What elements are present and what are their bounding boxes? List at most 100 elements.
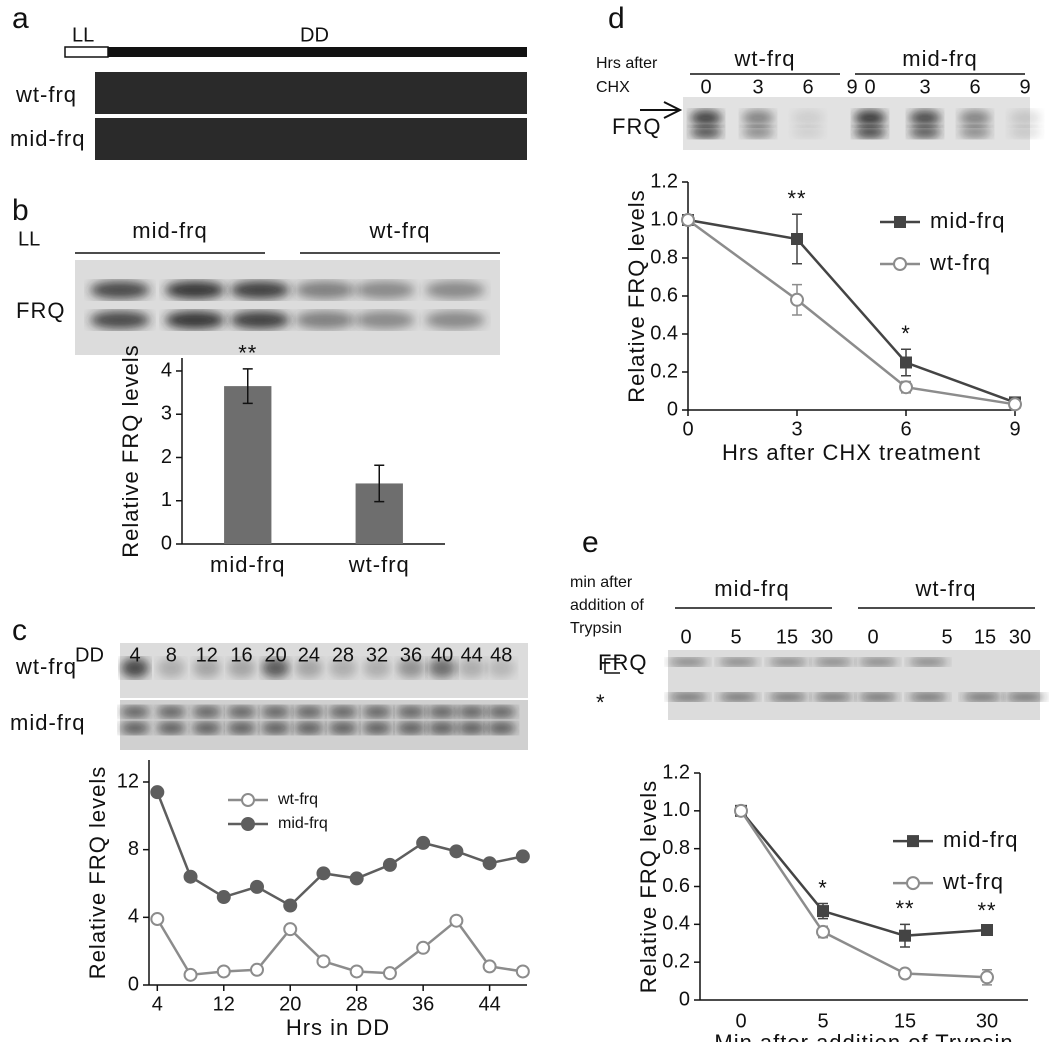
x-axis-label: Hrs after CHX treatment: [722, 440, 981, 465]
band: [962, 693, 1002, 701]
error-bar: [374, 464, 385, 503]
y-tick-label: 0: [667, 398, 678, 420]
band: [813, 693, 853, 701]
y-tick-label: 12: [117, 770, 139, 792]
race-tube: [95, 118, 527, 160]
header: Hrs after: [596, 55, 658, 72]
lane-label: 20: [264, 644, 286, 666]
x-tick-label: 28: [346, 993, 368, 1015]
band: [486, 706, 517, 718]
band: [355, 311, 415, 329]
band: [909, 126, 941, 138]
band: [427, 706, 458, 718]
lane-label: 32: [366, 644, 388, 666]
band: [261, 658, 290, 678]
x-tick-label: 6: [900, 418, 911, 440]
band: [192, 658, 221, 678]
marker: [894, 216, 906, 228]
band: [959, 126, 991, 138]
y-axis-label: Relative FRQ levels: [118, 344, 143, 557]
lane-label: 0: [864, 76, 875, 98]
y-tick-label: 4: [128, 906, 139, 928]
group: mid-frq: [132, 218, 207, 243]
band: [457, 658, 486, 678]
marker: [449, 844, 464, 859]
x-axis-label: Min after addition of Trypsin: [714, 1030, 1013, 1042]
band: [718, 658, 758, 666]
legend-label: mid-frq: [943, 827, 1018, 852]
lane-label: 15: [974, 626, 996, 648]
y-axis-label: Relative FRQ levels: [85, 766, 110, 979]
y-axis-label: Relative FRQ levels: [624, 189, 649, 402]
marker: [382, 857, 397, 872]
band: [668, 693, 708, 701]
series-line: [739, 810, 988, 979]
band: [427, 722, 458, 734]
band: [487, 658, 516, 678]
marker: [416, 940, 431, 955]
band: [456, 706, 487, 718]
band: [742, 110, 774, 126]
x-tick-label: 15: [894, 1010, 916, 1032]
y-tick-label: 0.2: [662, 950, 690, 972]
y-tick-label: 8: [128, 838, 139, 860]
marker: [482, 856, 497, 871]
group: wt-frq: [915, 576, 977, 601]
marker: [283, 922, 298, 937]
marker: [817, 905, 829, 918]
marker: [734, 803, 748, 818]
y-tick-label: 0: [161, 532, 172, 554]
x-tick-label: 0: [682, 418, 693, 440]
bracket: [604, 658, 620, 674]
band: [230, 311, 290, 329]
condition: DD: [300, 24, 329, 46]
lane-label: 0: [700, 76, 711, 98]
panel-label: a: [12, 2, 29, 35]
marker: [150, 785, 165, 800]
blot-images: [64, 46, 1045, 750]
group: mid-frq: [902, 46, 977, 71]
panel-label: d: [608, 2, 625, 35]
marker: [449, 913, 464, 928]
y-tick-label: 2: [161, 446, 172, 468]
y-tick-label: 0.2: [650, 360, 678, 382]
annotation: **: [895, 896, 914, 921]
condition: DD: [75, 644, 104, 666]
y-tick-label: 1.2: [662, 761, 690, 783]
band: [362, 658, 391, 678]
y-tick-label: 0.8: [662, 837, 690, 859]
lane-label: 24: [298, 644, 320, 666]
marker: [515, 964, 530, 979]
marker: [283, 898, 298, 913]
y-axis-label: Relative FRQ levels: [636, 780, 661, 993]
series-line: [156, 918, 524, 977]
header: min after: [570, 574, 633, 591]
band: [959, 110, 991, 126]
annotation: **: [238, 341, 257, 366]
marker: [316, 954, 331, 969]
band: [813, 658, 853, 666]
band: [486, 722, 517, 734]
band-label: FRQ: [598, 650, 647, 675]
series-line: [156, 791, 524, 908]
marker: [898, 966, 912, 981]
band: [690, 126, 722, 138]
lane-label: 0: [867, 626, 878, 648]
band: [294, 658, 323, 678]
marker: [183, 869, 198, 884]
marker: [216, 964, 231, 979]
lane-label: 30: [1009, 626, 1031, 648]
band: [908, 658, 948, 666]
marker: [816, 924, 830, 939]
marker: [900, 356, 912, 369]
band: [742, 126, 774, 138]
y-tick-label: 3: [161, 403, 172, 425]
marker: [1008, 397, 1022, 412]
marker: [349, 871, 364, 886]
band: [768, 658, 808, 666]
series-line: [687, 218, 1016, 406]
band: [355, 281, 415, 299]
marker: [241, 793, 255, 807]
lane-label: 44: [461, 644, 483, 666]
group: wt-frq: [734, 46, 796, 71]
